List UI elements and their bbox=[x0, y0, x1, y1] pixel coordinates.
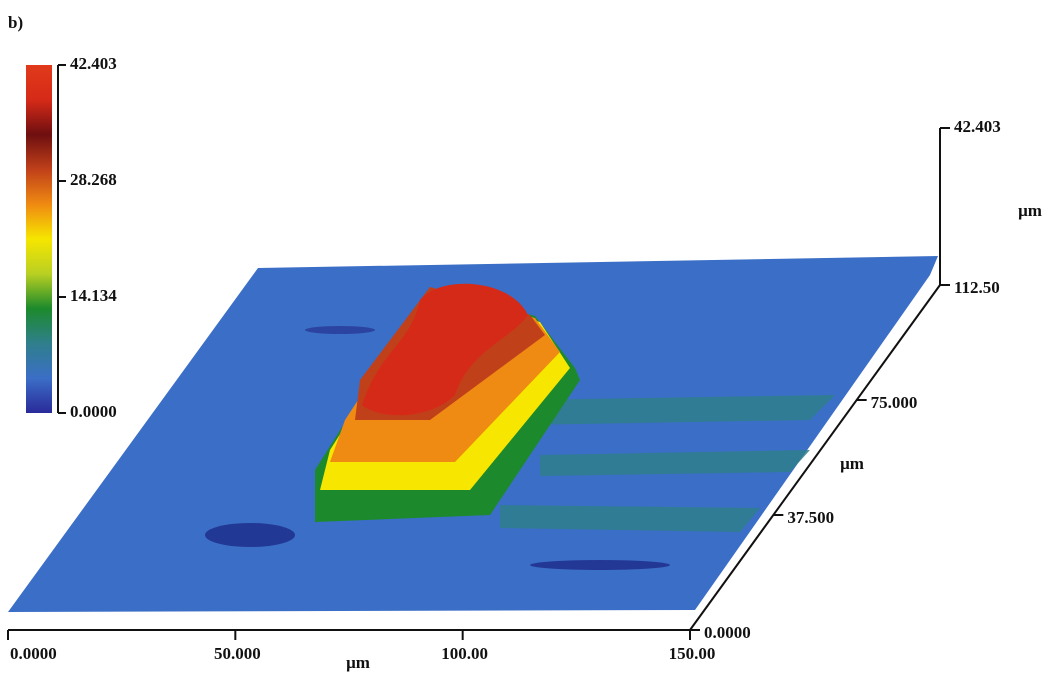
colorbar-tick-label: 42.403 bbox=[70, 54, 117, 73]
chart: b) μm μm μm 0.0000 50.000 100.00 150.00 0.00… bbox=[0, 0, 1058, 682]
y-tick-label: 0.0000 bbox=[704, 623, 751, 642]
colorbar bbox=[26, 65, 52, 413]
z-tick-label: 42.403 bbox=[954, 117, 1001, 136]
y-axis-label: μm bbox=[840, 454, 864, 473]
x-tick-label: 150.00 bbox=[669, 644, 716, 663]
colorbar-tick-label: 28.268 bbox=[70, 170, 117, 189]
x-tick-label: 100.00 bbox=[441, 644, 488, 663]
y-tick-label: 112.50 bbox=[954, 278, 1000, 297]
y-tick-label: 75.000 bbox=[871, 393, 918, 412]
y-tick-label: 37.500 bbox=[787, 508, 834, 527]
panel-label: b) bbox=[8, 13, 23, 32]
colorbar-tick-label: 0.0000 bbox=[70, 402, 117, 421]
x-axis-label: μm bbox=[346, 653, 370, 672]
colorbar-tick-label: 14.134 bbox=[70, 286, 117, 305]
x-tick-label: 50.000 bbox=[214, 644, 261, 663]
x-tick-label: 0.0000 bbox=[10, 644, 57, 663]
z-axis-label: μm bbox=[1018, 201, 1042, 220]
